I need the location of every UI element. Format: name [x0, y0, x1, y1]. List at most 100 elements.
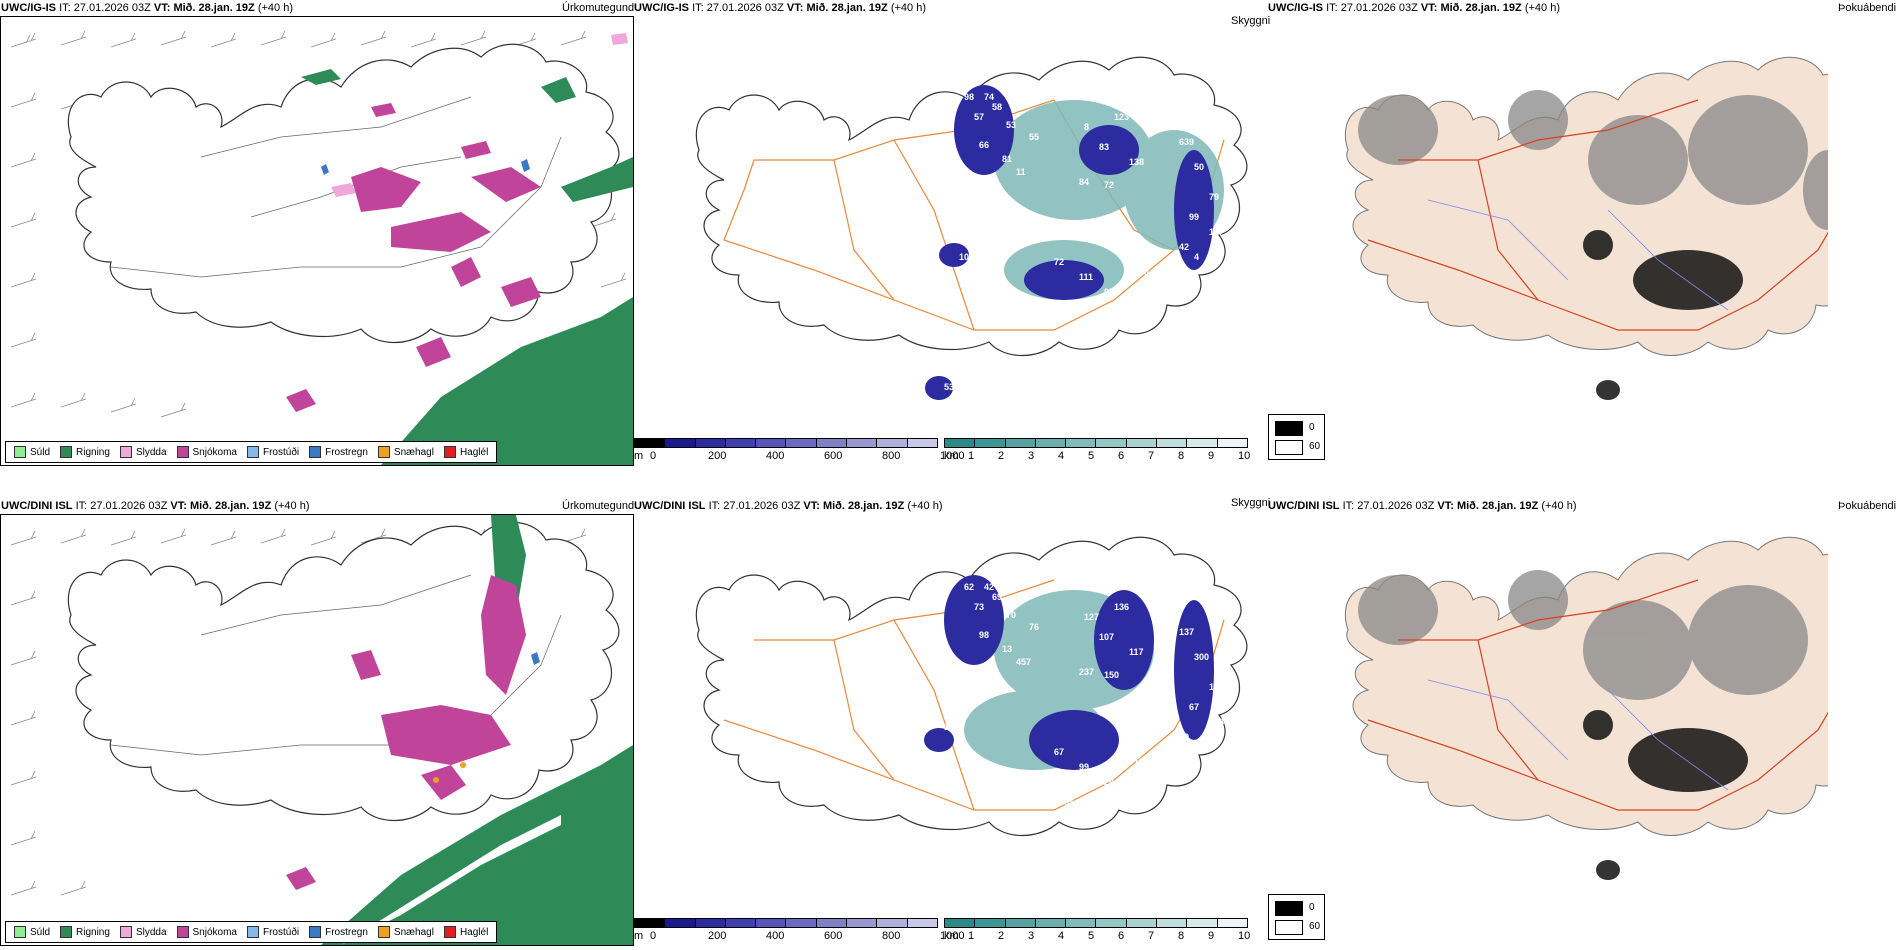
colorbar-tick: 10 — [1238, 930, 1251, 942]
colorbar-swatch — [877, 919, 908, 927]
colorbar-swatch — [1187, 439, 1218, 447]
visibility-value: 136 — [1114, 602, 1129, 612]
visibility-value: 300 — [1194, 652, 1209, 662]
colorbar-tick: 600 — [824, 450, 843, 462]
visibility-value: 72 — [1104, 180, 1114, 190]
colorbar-tick: 7 — [1148, 930, 1155, 942]
fog-map — [1344, 56, 1828, 400]
colorbar-swatch — [635, 919, 666, 927]
colorbar-swatch — [665, 919, 696, 927]
colorbar-swatch — [945, 919, 976, 927]
visibility-value: 50 — [1194, 162, 1204, 172]
visibility-value: 24 — [1104, 777, 1114, 787]
visibility-value: 117 — [1129, 647, 1144, 657]
it-label: IT: — [59, 2, 71, 14]
colorbar-tick: 800 — [882, 450, 901, 462]
legend-item-haglel: Haglél — [443, 926, 488, 938]
legend-item-slydda: Slydda — [119, 446, 167, 458]
colorbar-swatch — [695, 919, 726, 927]
colorbar-tick: 6 — [1118, 450, 1125, 462]
vt-label: VT: — [153, 2, 171, 14]
legend-item-snaehagl: Snæhagl — [377, 926, 434, 938]
it-value: 27.01.2026 03Z — [723, 500, 801, 512]
vt-label: VT: — [170, 500, 187, 512]
visibility-value: 138 — [1129, 157, 1144, 167]
visibility-value: 69 — [1179, 732, 1189, 742]
it-value: 27.01.2026 03Z — [1357, 500, 1435, 512]
visibility-value: 67 — [1054, 747, 1064, 757]
visibility-value: 104 — [959, 252, 974, 262]
visibility-value: 123 — [1114, 112, 1129, 122]
visibility-value: 4 — [1194, 252, 1199, 262]
visibility-value: 81 — [1002, 154, 1012, 164]
colorbar-swatch — [1066, 919, 1097, 927]
colorbar-swatch — [1157, 439, 1188, 447]
fog-panel-top: UWC/IG-IS IT: 27.01.2026 03Z VT: Mið. 28… — [1268, 0, 1900, 470]
fog-key-top: 0 60 — [1268, 414, 1325, 460]
it-label: IT: — [708, 500, 721, 512]
colorbar-tick: 1000 — [940, 930, 965, 942]
visibility-value: 100 — [1194, 742, 1209, 752]
colorbar-tick: 3 — [1028, 930, 1035, 942]
panel-header-top-precip: UWC/IG-IS IT: 27.01.2026 03Z VT: Mið. 28… — [1, 2, 293, 14]
panel-header-bottom-visibility: UWC/DINI ISL IT: 27.01.2026 03Z VT: Mið.… — [634, 500, 943, 512]
colorbar-swatch — [756, 919, 787, 927]
panel-header-top-visibility: UWC/IG-IS IT: 27.01.2026 03Z VT: Mið. 28… — [634, 2, 926, 14]
vt-value: Mið. 28.jan. 19Z — [1440, 2, 1522, 14]
precip-map-frame: Súld Rigning Slydda Snjókoma Frostúði Fr… — [0, 514, 634, 946]
colorbar-swatch — [1035, 439, 1067, 447]
colorbar-swatch — [1005, 919, 1036, 927]
colorbar-swatch — [1096, 439, 1127, 447]
colorbar-swatch — [1126, 439, 1158, 447]
colorbar-swatch — [1217, 919, 1247, 927]
colorbar-tick: 400 — [766, 930, 785, 942]
colorbar-tick: 6 — [1118, 930, 1125, 942]
model-name: UWC/DINI ISL — [634, 500, 706, 512]
legend-item-sudl: Súld — [14, 926, 50, 938]
visibility-title: Skyggni — [1231, 497, 1271, 509]
model-name: UWC/IG-IS — [1268, 2, 1323, 14]
visibility-value: 83 — [1099, 142, 1109, 152]
colorbar-swatch — [725, 439, 757, 447]
colorbar-tick: 200 — [708, 450, 727, 462]
visibility-value: 457 — [1016, 657, 1031, 667]
colorbar-swatch — [786, 439, 817, 447]
it-label: IT: — [75, 500, 88, 512]
cbar-unit-km: km — [944, 930, 959, 942]
colorbar-swatch — [945, 439, 976, 447]
fog-title: Þokuábendi — [1838, 2, 1897, 14]
precip-map — [10, 515, 633, 945]
colorbar-swatch — [665, 439, 696, 447]
precip-map — [10, 30, 633, 465]
cbar-unit-km: km — [944, 450, 959, 462]
visibility-value: 17 — [1174, 767, 1184, 777]
colorbar-tick: 2 — [998, 450, 1005, 462]
colorbar-swatch — [907, 919, 937, 927]
colorbar-tick: 1000 — [940, 450, 965, 462]
colorbar-swatch — [1035, 919, 1067, 927]
colorbar-swatch — [975, 919, 1006, 927]
colorbar-tick: 3 — [1028, 450, 1035, 462]
visibility-panel-top: UWC/IG-IS IT: 27.01.2026 03Z VT: Mið. 28… — [634, 0, 1270, 470]
colorbar-swatch — [877, 439, 908, 447]
visibility-value: 42 — [1179, 242, 1189, 252]
panel-header-top-fog: UWC/IG-IS IT: 27.01.2026 03Z VT: Mið. 28… — [1268, 2, 1560, 14]
colorbar-tick: 600 — [824, 930, 843, 942]
colorbar-tick: 0 — [650, 930, 657, 942]
colorbar-tick: 200 — [708, 930, 727, 942]
colorbar-swatch — [635, 439, 666, 447]
visibility-colorbar-km: km 1 2 3 4 5 6 7 8 9 10 — [944, 918, 1254, 948]
colorbar-tick: 7 — [1148, 450, 1155, 462]
colorbar-swatch — [1096, 919, 1127, 927]
colorbar-tick: 2 — [998, 930, 1005, 942]
visibility-value: 66 — [979, 140, 989, 150]
visibility-value: 85 — [1064, 797, 1074, 807]
colorbar-tick: 400 — [766, 450, 785, 462]
visibility-value: 155 — [1134, 757, 1149, 767]
colorbar-swatch — [1066, 439, 1097, 447]
visibility-value: 127 — [1084, 612, 1099, 622]
visibility-value: 69 — [992, 592, 1002, 602]
